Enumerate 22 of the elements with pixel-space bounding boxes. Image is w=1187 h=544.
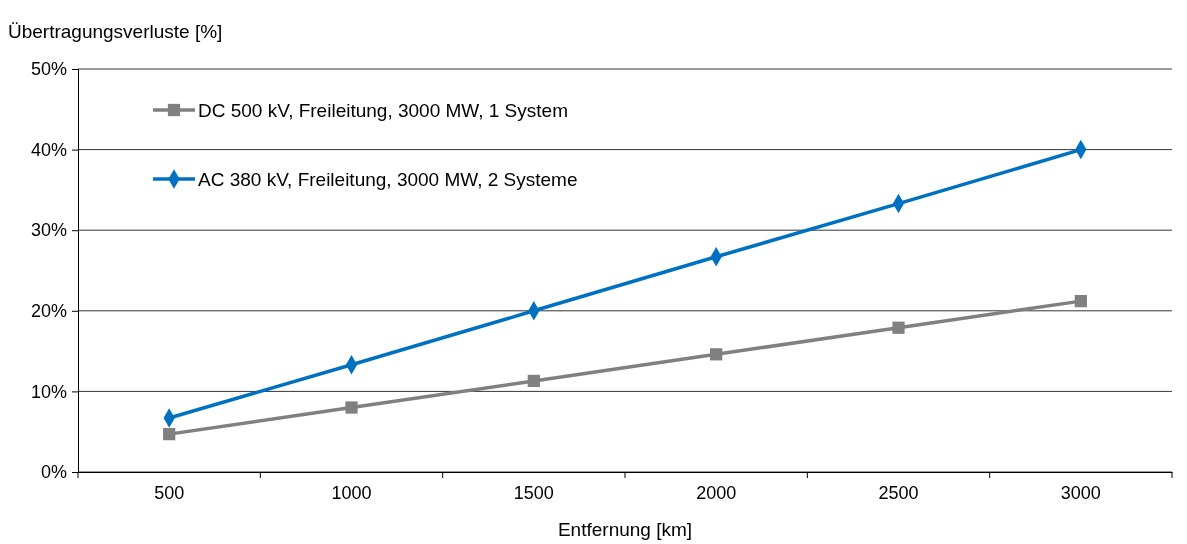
x-tick-label: 500 [154,482,185,503]
x-tick-label: 2500 [878,482,919,503]
point [892,321,905,334]
y-tick-label: 50% [30,59,67,80]
point [163,427,176,441]
x-tick-label: 1000 [331,482,372,503]
point [527,374,540,388]
x-axis-title: Entfernung [km] [557,519,693,540]
x-tick-label: 1500 [513,482,554,503]
y-tick-label: 0% [40,462,67,483]
point [345,401,358,414]
legend-label: AC 380 kV, Freileitung, 3000 MW, 2 Systeme [198,169,578,190]
y-tick-label: 20% [30,301,67,322]
y-axis-title: Übertragungsverluste [%] [8,21,223,42]
legend-label: DC 500 kV, Freileitung, 3000 MW, 1 System [198,100,568,121]
y-tick-label: 40% [30,139,67,160]
x-tick-label: 3000 [1060,482,1101,503]
point [1074,295,1087,308]
x-tick-label: 2000 [696,482,737,503]
point [710,348,723,361]
y-tick-label: 30% [30,220,67,241]
y-tick-label: 10% [30,381,67,402]
